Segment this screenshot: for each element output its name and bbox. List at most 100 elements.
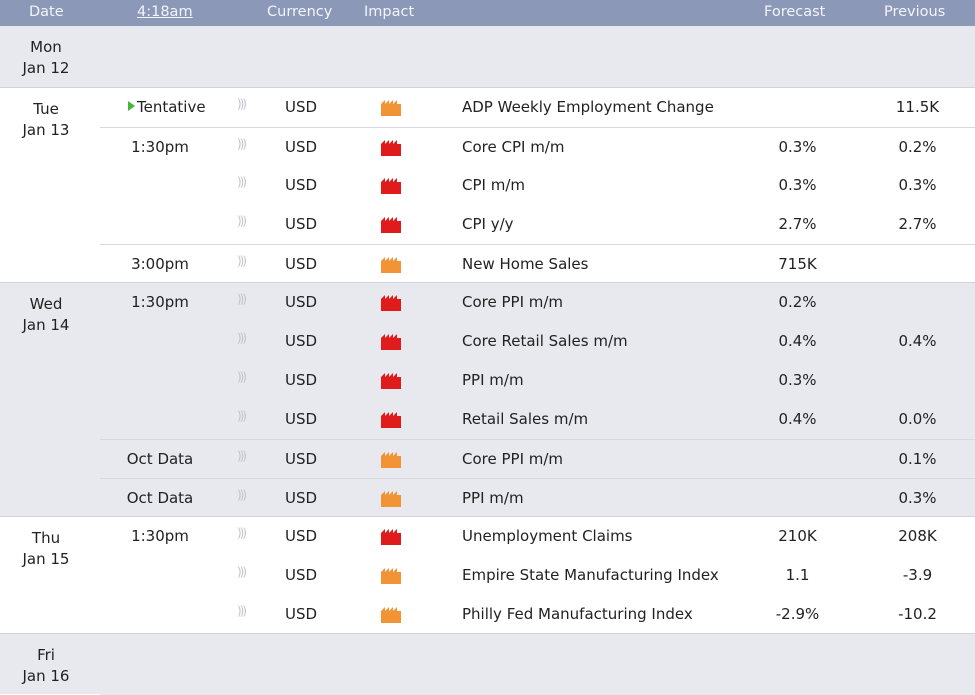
high-impact-icon[interactable] (381, 412, 401, 428)
medium-impact-icon[interactable] (381, 100, 401, 116)
medium-impact-icon[interactable] (381, 257, 401, 273)
high-impact-icon[interactable] (381, 140, 401, 156)
day-name: Thu (31, 529, 61, 547)
event-currency: USD (285, 176, 318, 194)
high-impact-icon[interactable] (381, 217, 401, 233)
high-impact-icon[interactable] (381, 373, 401, 389)
empty-day-row (100, 26, 975, 87)
event-previous: 0.2% (898, 138, 937, 156)
event-currency: USD (285, 410, 318, 428)
event-title[interactable]: New Home Sales (462, 255, 589, 273)
event-row[interactable]: ))) USD CPI m/m 0.3% 0.3% (100, 166, 975, 205)
event-row[interactable]: ))) USD PPI m/m 0.3% (100, 361, 975, 400)
alert-sound-icon[interactable]: ))) (237, 565, 247, 579)
alert-sound-icon[interactable]: ))) (237, 292, 247, 306)
high-impact-icon[interactable] (381, 295, 401, 311)
day-label: Fri Jan 16 (0, 645, 92, 687)
alert-sound-icon[interactable]: ))) (237, 604, 247, 618)
day-name: Wed (29, 295, 63, 313)
header-previous: Previous (884, 4, 946, 20)
event-title[interactable]: Philly Fed Manufacturing Index (462, 605, 693, 623)
event-row[interactable]: Oct Data))) USD PPI m/m 0.3% (100, 478, 975, 518)
medium-impact-icon[interactable] (381, 607, 401, 623)
event-title[interactable]: ADP Weekly Employment Change (462, 98, 714, 116)
alert-sound-icon[interactable]: ))) (237, 409, 247, 423)
current-time-link[interactable]: 4:18am (137, 4, 193, 20)
event-previous: 0.0% (898, 410, 937, 428)
event-forecast: 1.1 (785, 566, 810, 584)
medium-impact-icon[interactable] (381, 491, 401, 507)
event-currency: USD (285, 566, 318, 584)
event-title[interactable]: Core PPI m/m (462, 450, 564, 468)
day-date: Jan 15 (22, 550, 70, 568)
event-currency: USD (285, 450, 318, 468)
day-group: Thu Jan 15 1:30pm))) USD Unemployment Claims… (0, 516, 975, 634)
event-currency: USD (285, 332, 318, 350)
event-title[interactable]: Core CPI m/m (462, 138, 565, 156)
event-forecast: 0.4% (778, 410, 817, 428)
event-title[interactable]: CPI m/m (462, 176, 525, 194)
alert-sound-icon[interactable]: ))) (237, 370, 247, 384)
day-label: Mon Jan 12 (0, 37, 92, 79)
event-title[interactable]: PPI m/m (462, 489, 524, 507)
event-row[interactable]: ))) USD CPI y/y 2.7% 2.7% (100, 205, 975, 244)
event-rows: 1:30pm))) USD Unemployment Claims 210K 208K)… (100, 517, 975, 634)
event-time: 1:30pm (131, 138, 189, 156)
event-currency: USD (285, 371, 318, 389)
high-impact-icon[interactable] (381, 178, 401, 194)
alert-sound-icon[interactable]: ))) (237, 254, 247, 268)
event-previous: -3.9 (902, 566, 933, 584)
alert-sound-icon[interactable]: ))) (237, 449, 247, 463)
high-impact-icon[interactable] (381, 529, 401, 545)
event-row[interactable]: ))) USD Core Retail Sales m/m 0.4% 0.4% (100, 322, 975, 361)
medium-impact-icon[interactable] (381, 452, 401, 468)
event-title[interactable]: Retail Sales m/m (462, 410, 589, 428)
event-row[interactable]: Oct Data))) USD Core PPI m/m 0.1% (100, 439, 975, 479)
event-title[interactable]: Unemployment Claims (462, 527, 633, 545)
event-currency: USD (285, 605, 318, 623)
event-rows: Tentative))) USD ADP Weekly Employment Cha… (100, 88, 975, 284)
day-date: Jan 12 (22, 59, 70, 77)
event-time: Tentative (128, 98, 248, 116)
alert-sound-icon[interactable]: ))) (237, 526, 247, 540)
event-title[interactable]: Core PPI m/m (462, 293, 564, 311)
day-group: Wed Jan 14 1:30pm))) USD Core PPI m/m 0.2%)))… (0, 282, 975, 518)
event-currency: USD (285, 255, 318, 273)
alert-sound-icon[interactable]: ))) (237, 488, 247, 502)
event-forecast: 0.3% (778, 176, 817, 194)
day-group: Fri Jan 16 (0, 633, 975, 695)
alert-sound-icon[interactable]: ))) (237, 137, 247, 151)
event-title[interactable]: CPI y/y (462, 215, 514, 233)
event-row[interactable]: 1:30pm))) USD Core PPI m/m 0.2% (100, 283, 975, 322)
event-previous: 11.5K (895, 98, 940, 116)
event-title[interactable]: Core Retail Sales m/m (462, 332, 628, 350)
event-currency: USD (285, 138, 318, 156)
day-date: Jan 16 (22, 667, 70, 685)
event-previous: 208K (898, 527, 937, 545)
day-date: Jan 14 (22, 316, 70, 334)
event-row[interactable]: 1:30pm))) USD Unemployment Claims 210K 208K (100, 517, 975, 556)
event-row[interactable]: ))) USD Philly Fed Manufacturing Index -2.9… (100, 595, 975, 634)
tentative-play-icon[interactable] (128, 101, 135, 111)
header-impact: Impact (364, 4, 415, 20)
alert-sound-icon[interactable]: ))) (237, 175, 247, 189)
event-title[interactable]: PPI m/m (462, 371, 524, 389)
event-forecast: 0.3% (778, 371, 817, 389)
event-row[interactable]: Tentative))) USD ADP Weekly Employment Cha… (100, 88, 975, 127)
event-row[interactable]: 3:00pm))) USD New Home Sales 715K (100, 244, 975, 284)
medium-impact-icon[interactable] (381, 568, 401, 584)
event-row[interactable]: ))) USD Retail Sales m/m 0.4% 0.0% (100, 400, 975, 439)
alert-sound-icon[interactable]: ))) (237, 331, 247, 345)
event-time: Oct Data (126, 450, 194, 468)
event-row[interactable]: 1:30pm))) USD Core CPI m/m 0.3% 0.2% (100, 127, 975, 167)
event-currency: USD (285, 98, 318, 116)
event-time: Oct Data (126, 489, 194, 507)
alert-sound-icon[interactable]: ))) (237, 97, 247, 111)
high-impact-icon[interactable] (381, 334, 401, 350)
event-currency: USD (285, 215, 318, 233)
event-title[interactable]: Empire State Manufacturing Index (462, 566, 719, 584)
event-forecast: 210K (778, 527, 817, 545)
alert-sound-icon[interactable]: ))) (237, 214, 247, 228)
event-row[interactable]: ))) USD Empire State Manufacturing Index 1.… (100, 556, 975, 595)
day-date: Jan 13 (22, 121, 70, 139)
